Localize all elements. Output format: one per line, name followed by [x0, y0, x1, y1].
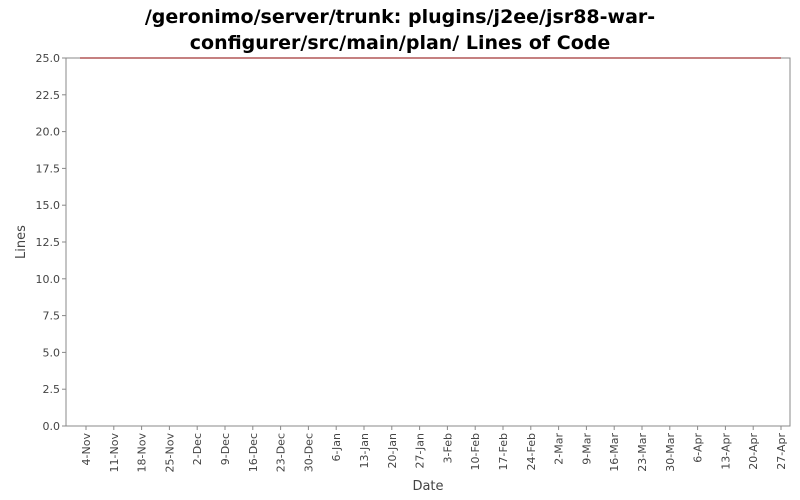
y-tick-label: 0.0 [43, 420, 61, 433]
x-tick-label: 2-Dec [191, 433, 204, 465]
x-tick-label: 30-Mar [664, 433, 677, 472]
x-tick-label: 16-Mar [608, 433, 621, 472]
x-tick-label: 3-Feb [441, 433, 454, 463]
x-tick-label: 11-Nov [108, 433, 121, 473]
x-tick-label: 20-Apr [747, 433, 760, 470]
chart-title-line-2: configurer/src/main/plan/ Lines of Code [189, 32, 611, 54]
x-tick-label: 9-Dec [219, 433, 232, 465]
x-tick-label: 23-Mar [636, 433, 649, 472]
y-tick-label: 5.0 [43, 346, 61, 359]
chart-title: /geronimo/server/trunk: plugins/j2ee/jsr… [0, 4, 800, 56]
x-tick-label: 9-Mar [580, 433, 593, 465]
x-tick-label: 10-Feb [469, 433, 482, 470]
y-axis-label: Lines [14, 225, 29, 259]
x-tick-label: 4-Nov [80, 433, 93, 466]
x-axis-label: Date [412, 479, 443, 494]
y-axis: 0.0 2.5 5.0 7.5 10.0 12.5 15.0 17.5 20.0 22.5 25.0 [36, 52, 66, 433]
plot-area [65, 57, 791, 427]
y-tick-label: 12.5 [36, 236, 61, 249]
x-tick-label: 25-Nov [163, 433, 176, 473]
y-tick-label: 20.0 [36, 126, 61, 139]
x-axis: 4-Nov 11-Nov 18-Nov 25-Nov 2-Dec 9-Dec 16-Dec 2… [80, 426, 788, 472]
y-tick-label: 7.5 [43, 310, 61, 323]
y-tick-label: 15.0 [36, 199, 61, 212]
y-tick-label: 17.5 [36, 162, 61, 175]
x-tick-label: 20-Jan [386, 433, 399, 469]
x-tick-label: 27-Jan [414, 433, 427, 469]
x-tick-label: 18-Nov [136, 433, 149, 473]
x-tick-label: 13-Jan [358, 433, 371, 469]
y-tick-label: 22.5 [36, 89, 61, 102]
x-tick-label: 2-Mar [553, 433, 566, 465]
x-tick-label: 6-Jan [330, 433, 343, 462]
x-tick-label: 27-Apr [775, 433, 788, 470]
x-tick-label: 17-Feb [497, 433, 510, 470]
x-tick-label: 16-Dec [247, 433, 260, 472]
chart-title-line-1: /geronimo/server/trunk: plugins/j2ee/jsr… [144, 6, 656, 28]
y-tick-label: 25.0 [36, 52, 61, 65]
x-tick-label: 30-Dec [302, 433, 315, 472]
x-tick-label: 6-Apr [692, 433, 705, 463]
y-tick-label: 10.0 [36, 273, 61, 286]
x-tick-label: 13-Apr [719, 433, 732, 470]
y-tick-label: 2.5 [43, 383, 61, 396]
x-tick-label: 23-Dec [275, 433, 288, 472]
x-tick-label: 24-Feb [525, 433, 538, 470]
